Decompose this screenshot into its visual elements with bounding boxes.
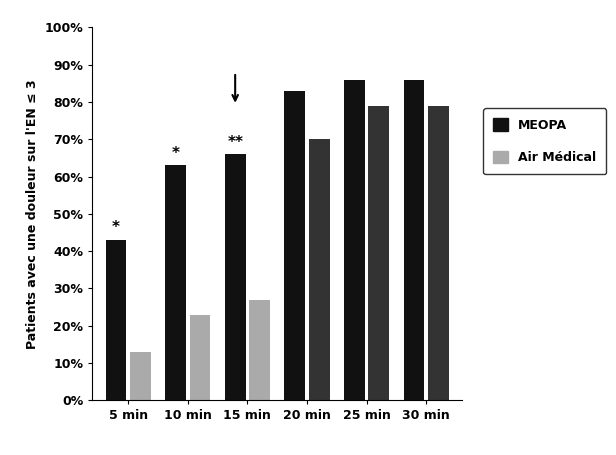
Text: *: * <box>112 221 120 236</box>
Bar <box>105 240 126 400</box>
Legend: MEOPA, Air Médical: MEOPA, Air Médical <box>483 108 606 174</box>
Bar <box>428 106 449 400</box>
Bar <box>249 300 270 400</box>
Bar <box>309 139 330 400</box>
Bar <box>403 80 424 400</box>
Bar <box>130 352 151 400</box>
Y-axis label: Patients avec une douleur sur l'EN ≤ 3: Patients avec une douleur sur l'EN ≤ 3 <box>26 79 39 349</box>
Bar <box>165 165 186 400</box>
Text: *: * <box>172 146 179 161</box>
Text: **: ** <box>227 135 243 150</box>
Bar <box>190 314 211 400</box>
Bar <box>225 154 246 400</box>
Bar <box>344 80 365 400</box>
Bar <box>285 91 305 400</box>
Bar <box>368 106 389 400</box>
